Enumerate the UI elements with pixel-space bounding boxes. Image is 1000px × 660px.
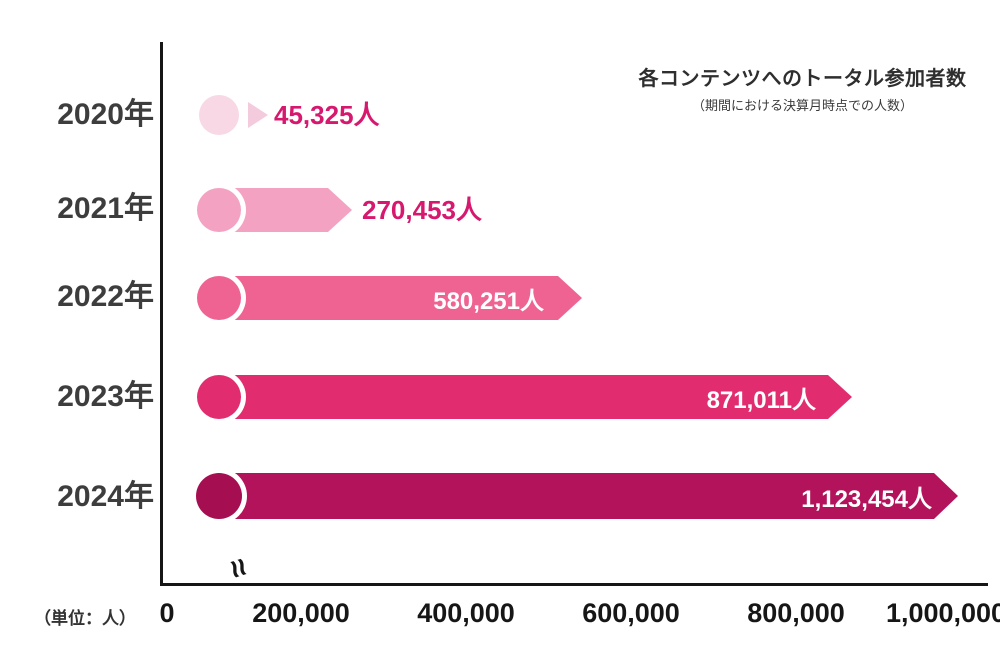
x-tick-200000: 200,000 (252, 598, 350, 628)
value-label-2023: 871,011人 (706, 386, 816, 414)
category-label-2020: 2020年 (57, 98, 154, 131)
x-tick-800000: 800,000 (747, 598, 845, 628)
category-label-2022: 2022年 (57, 280, 154, 313)
value-label-2020: 45,325人 (274, 100, 380, 130)
bar-2023: 871,011人 (222, 375, 852, 419)
bar-start-circle-2020 (199, 95, 239, 135)
category-label-2024: 2024年 (57, 480, 154, 513)
x-tick-400000: 400,000 (417, 598, 515, 628)
x-axis-line (160, 583, 988, 586)
bar-start-circle-2023 (197, 375, 241, 419)
bar-start-circle-2022 (197, 276, 241, 320)
value-label-2021: 270,453人 (362, 195, 482, 225)
x-tick-1000000: 1,000,000 (885, 598, 1000, 628)
chart-title: 各コンテンツへのトータル参加者数 (638, 68, 967, 90)
x-tick-600000: 600,000 (582, 598, 680, 628)
category-label-2021: 2021年 (57, 192, 154, 225)
x-tick-0: 0 (159, 598, 175, 628)
unit-label: （単位：人） (34, 609, 136, 628)
bar-2024: 1,123,454人 (222, 473, 958, 519)
value-label-2022: 580,251人 (433, 287, 544, 315)
bar-2022: 580,251人 (222, 276, 582, 320)
category-label-2023: 2023年 (57, 380, 154, 413)
bar-arrow-2020 (248, 102, 268, 128)
y-axis-line (160, 42, 163, 586)
axis-break-icon: ≈ (218, 554, 259, 582)
bar-start-circle-2021 (197, 188, 241, 232)
chart-subtitle: （期間における決算月時点での人数） (691, 98, 913, 113)
value-label-2024: 1,123,454人 (801, 485, 932, 513)
bar-2021 (222, 188, 352, 232)
chart-title-block: 各コンテンツへのトータル参加者数 （期間における決算月時点での人数） (610, 62, 995, 114)
bar-start-circle-2024 (196, 473, 242, 519)
